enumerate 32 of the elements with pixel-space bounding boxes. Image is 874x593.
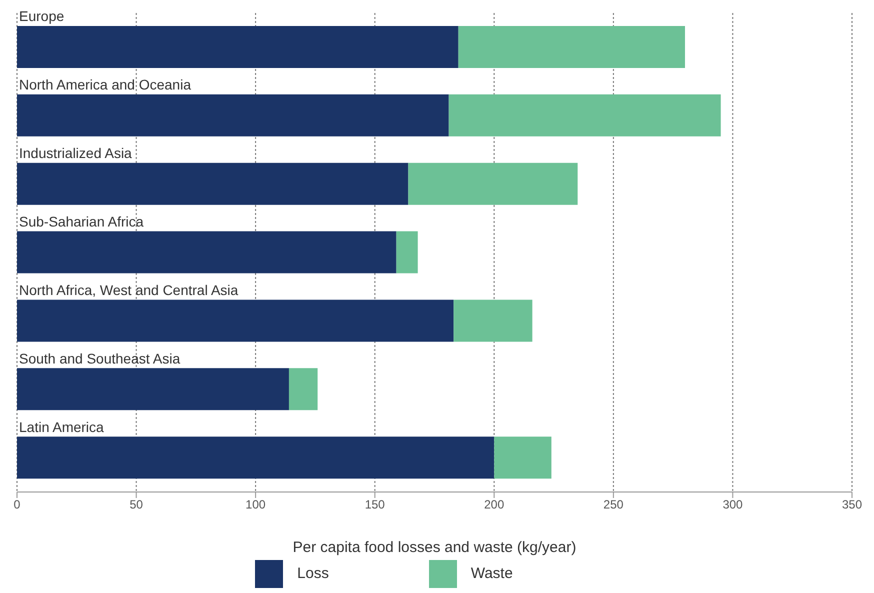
x-tick-label: 50 [130, 498, 144, 512]
x-tick-label: 300 [722, 498, 744, 512]
x-tick-label: 200 [484, 498, 504, 512]
x-tick-label: 350 [842, 498, 862, 512]
x-tick-label: 100 [246, 498, 266, 512]
bar [17, 26, 458, 68]
bar [17, 436, 494, 479]
x-tick-label: 150 [364, 498, 386, 512]
y-tick-label: Latin America [19, 418, 104, 435]
y-tick-label: North America and Oceania [19, 76, 192, 93]
bar [458, 26, 685, 68]
bar [494, 436, 552, 479]
bar [408, 162, 578, 205]
y-tick-label: Sub-Saharian Africa [19, 214, 144, 230]
y-tick-label: Industrialized Asia [19, 145, 132, 162]
bar [454, 300, 532, 342]
bar [17, 368, 289, 410]
bar [17, 162, 408, 205]
y-tick-label: Europe [19, 8, 64, 24]
legend-label: Loss [297, 564, 329, 582]
bar [448, 94, 721, 136]
y-tick-label: North Africa, West and Central Asia [19, 282, 238, 298]
x-tick-label: 250 [603, 498, 624, 512]
bar [288, 368, 318, 410]
bar [17, 94, 449, 136]
x-tick-label: 0 [14, 498, 21, 512]
legend-label: Waste [470, 564, 513, 582]
bar [17, 300, 454, 342]
bar [396, 231, 418, 274]
x-axis-title: Per capita food losses and waste (kg/year) [292, 539, 576, 556]
bar [17, 231, 396, 274]
y-tick-label: South and Southeast Asia [19, 350, 180, 366]
